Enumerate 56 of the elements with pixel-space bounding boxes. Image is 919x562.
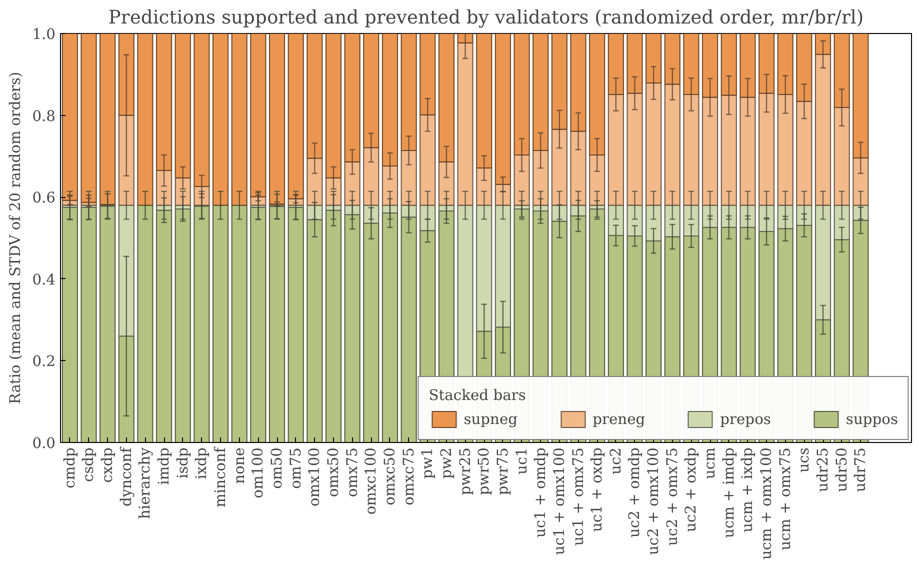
x-tick-label: isdp <box>174 447 192 478</box>
x-tick-label: pwr25 <box>456 447 474 496</box>
x-tick-label: uc1 + omx100 <box>550 447 568 556</box>
x-tick-label: pwr50 <box>476 447 493 496</box>
y-tick-label: 0.6 <box>32 190 56 207</box>
y-tick-label: 0.2 <box>32 353 56 370</box>
x-tick-label: uc1 + omdp <box>532 447 550 538</box>
x-tick-label: ucm + ixdp <box>739 447 756 532</box>
x-tick-label: uc1 + omx75 <box>570 447 587 546</box>
x-tick-label: pw2 <box>438 447 455 479</box>
y-tick-label: 0.0 <box>32 435 56 452</box>
x-tick-label: ucs <box>796 447 813 473</box>
x-tick-label: hierarchy <box>136 446 154 519</box>
x-tick-label: ixdp <box>193 448 210 480</box>
x-tick-label: ucm + omx100 <box>758 447 776 560</box>
x-tick-label: omx75 <box>344 447 361 498</box>
x-tick-label: pwr75 <box>494 447 512 496</box>
x-tick-label: om50 <box>268 447 286 489</box>
x-tick-label: uc1 + oxdp <box>588 447 606 532</box>
x-tick-label: ucm <box>702 447 719 480</box>
x-tick-label: uc1 <box>513 447 530 474</box>
x-tick-label: cxdp <box>99 447 116 483</box>
x-tick-label: omxc75 <box>400 447 418 506</box>
x-tick-label: imdp <box>156 447 173 485</box>
legend-label: preneg <box>592 410 646 428</box>
legend-label: prepos <box>720 410 771 428</box>
y-axis-title: Ratio (mean and STDV of 20 random orders) <box>7 72 24 404</box>
x-tick-label: dynconf <box>118 446 135 506</box>
y-tick-label: 0.4 <box>32 271 56 288</box>
x-tick-label: omxc100 <box>362 448 380 515</box>
x-tick-label: minconf <box>212 446 230 508</box>
x-tick-label: none <box>230 447 248 484</box>
x-tick-label: uc2 + omdp <box>626 447 644 538</box>
x-tick-label: udr75 <box>852 447 870 492</box>
x-tick-label: udr25 <box>814 447 832 492</box>
x-tick-label: uc2 + omx100 <box>645 447 662 556</box>
x-tick-label: pw1 <box>419 447 436 479</box>
x-tick-label: uc2 + oxdp <box>682 447 700 532</box>
x-tick-label: ucm + imdp <box>720 447 738 538</box>
x-tick-label: ucm + omx75 <box>776 448 794 550</box>
x-tick-label: uc2 <box>607 447 624 474</box>
x-tick-label: om100 <box>250 447 267 498</box>
x-tick-label: udr50 <box>833 447 850 492</box>
x-tick-label: omxc50 <box>381 447 398 506</box>
legend-label: suppos <box>846 410 898 428</box>
x-tick-label: csdp <box>80 447 98 482</box>
y-tick-label: 1.0 <box>32 26 56 43</box>
legend-label: supneg <box>464 410 518 428</box>
x-tick-label: om75 <box>287 447 304 489</box>
x-tick-label: cmdp <box>61 447 78 488</box>
x-tick-label: uc2 + omx75 <box>664 447 681 546</box>
legend-title: Stacked bars <box>428 387 527 404</box>
chart-title: Predictions supported and prevented by validators (randomized order, mr/br/rl) <box>108 8 864 28</box>
x-tick-label: omx100 <box>306 447 324 506</box>
y-tick-label: 0.8 <box>32 108 56 125</box>
x-tick-label: omx50 <box>325 447 342 498</box>
